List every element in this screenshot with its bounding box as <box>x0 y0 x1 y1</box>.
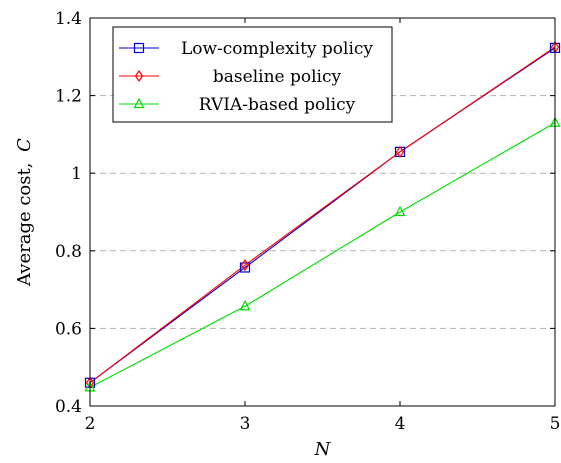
y-tick-label: 0.4 <box>55 397 82 417</box>
y-axis-label-text: Average cost, <box>14 163 35 287</box>
y-axis-label-symbol: C <box>14 138 35 152</box>
x-tick-label: 3 <box>240 414 251 434</box>
y-tick-label: 1.2 <box>55 87 82 107</box>
data-point <box>395 145 405 158</box>
series-line <box>89 122 556 388</box>
y-tick-label: 0.6 <box>55 319 82 339</box>
gridlines <box>90 95 555 329</box>
x-tick-label: 5 <box>550 414 561 434</box>
data-point <box>239 300 251 311</box>
x-tick-label: 2 <box>85 414 96 434</box>
data-point <box>239 262 251 273</box>
y-tick-label: 1.4 <box>55 9 82 29</box>
legend-marker <box>133 42 145 54</box>
data-point <box>394 205 406 217</box>
legend-label: RVIA-based policy <box>199 95 356 115</box>
plot-frame <box>89 17 556 407</box>
axis-ticks: 0.4 0.6 0.8 1 1.2 1.4 2 3 4 5 <box>55 9 560 434</box>
legend-box <box>112 26 393 123</box>
legend-marker <box>133 97 145 109</box>
legend-label: baseline policy <box>213 67 342 87</box>
y-tick-label: 1 <box>71 164 82 184</box>
x-tick-label: 4 <box>395 414 406 434</box>
x-axis-label: N <box>314 439 332 460</box>
series-line <box>89 46 556 384</box>
legend: Low-complexity policy baseline policy RVIA… <box>112 26 393 123</box>
data-point <box>240 259 250 272</box>
series-lines <box>89 46 556 388</box>
y-tick-label: 0.8 <box>55 242 82 262</box>
y-axis-label: Average cost, C <box>14 138 35 287</box>
legend-marker <box>134 69 144 83</box>
legend-label: Low-complexity policy <box>181 39 373 59</box>
